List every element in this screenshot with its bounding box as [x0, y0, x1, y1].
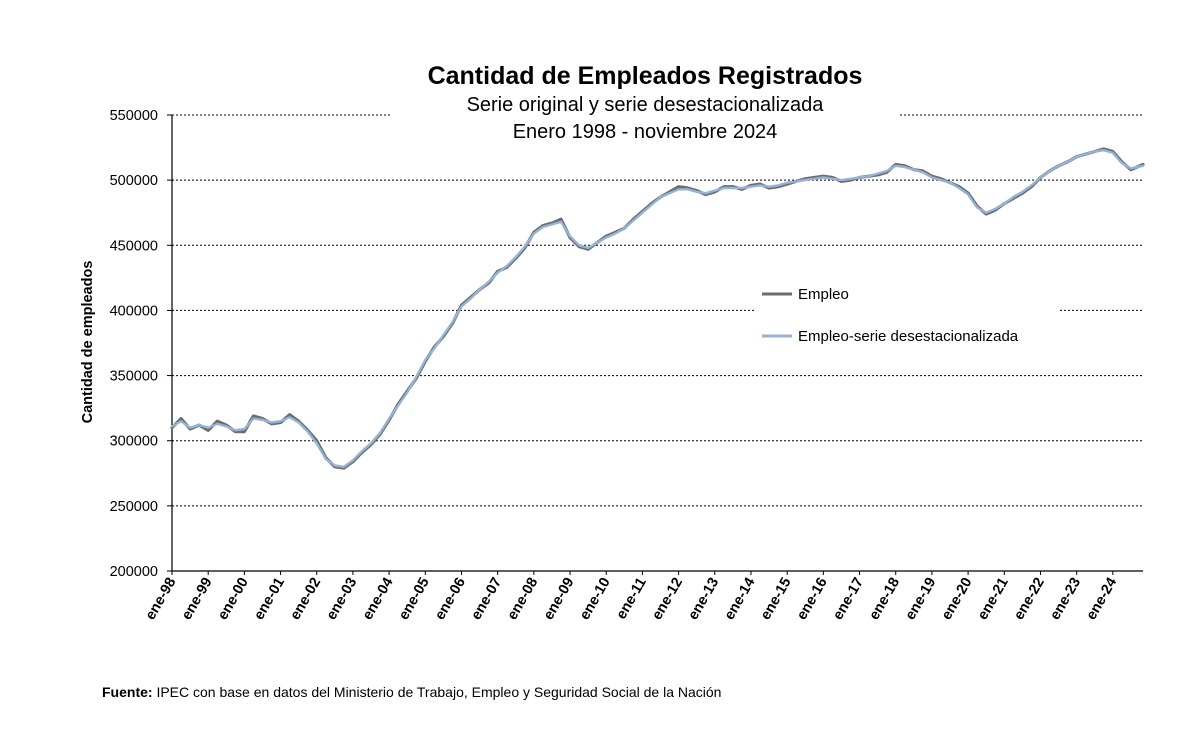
y-tick-label: 400000: [110, 303, 158, 319]
x-tick-label: ene-20: [939, 575, 976, 623]
source-note: Fuente: IPEC con base en datos del Minis…: [102, 684, 721, 700]
x-tick-label: ene-03: [324, 575, 361, 623]
x-tick-label: ene-14: [722, 575, 759, 623]
x-tick-label: ene-08: [504, 575, 541, 623]
x-tick-label: ene-01: [251, 575, 288, 623]
x-tick-label: ene-18: [866, 575, 903, 623]
x-tick-label: ene-04: [360, 575, 397, 623]
x-tick-label: ene-99: [179, 575, 216, 623]
title-block: Cantidad de Empleados Registrados Serie …: [392, 58, 898, 150]
legend-label-empleo: Empleo: [798, 286, 849, 303]
x-tick-label: ene-22: [1011, 575, 1048, 623]
x-tick-label: ene-17: [830, 575, 867, 623]
x-tick-label: ene-10: [577, 575, 614, 623]
x-tick-label: ene-13: [685, 575, 722, 623]
source-text: IPEC con base en datos del Ministerio de…: [156, 684, 722, 700]
y-tick-label: 550000: [110, 108, 158, 124]
axes: 200000 250000 300000 350000 400000 450000 5000…: [110, 108, 1143, 623]
x-tick-label: ene-98: [143, 575, 180, 623]
chart-subtitle-1: Serie original y serie desestacionalizad…: [467, 94, 825, 116]
legend-background: [756, 276, 1058, 354]
x-tick-label: ene-19: [903, 575, 940, 623]
x-tick-label: ene-24: [1083, 575, 1120, 623]
x-tick-label: ene-02: [287, 575, 324, 623]
y-tick-label: 450000: [110, 238, 158, 254]
x-tick-label: ene-07: [468, 575, 505, 623]
y-tick-label: 500000: [110, 173, 158, 189]
source-label: Fuente:: [102, 684, 153, 700]
x-tick-label: ene-11: [613, 575, 649, 622]
x-tick-label: ene-16: [794, 575, 831, 623]
x-tick-label: ene-06: [432, 575, 469, 623]
chart-subtitle-2: Enero 1998 - noviembre 2024: [513, 121, 778, 143]
y-tick-label: 300000: [110, 434, 158, 450]
y-axis-label: Cantidad de empleados: [80, 261, 96, 424]
x-tick-label: ene-09: [541, 575, 578, 623]
x-tick-label: ene-15: [758, 575, 795, 623]
x-tick-label: ene-12: [649, 575, 686, 623]
y-tick-label: 200000: [110, 564, 158, 580]
y-tick-label: 350000: [110, 369, 158, 385]
chart-title: Cantidad de Empleados Registrados: [428, 62, 863, 90]
x-tick-label: ene-05: [396, 575, 433, 623]
x-tick-label: ene-23: [1047, 575, 1084, 623]
series-lines: [170, 147, 1145, 470]
title-background: [392, 58, 898, 150]
grid: [172, 114, 1143, 507]
x-tick-label: ene-00: [215, 575, 252, 623]
y-tick-label: 250000: [110, 499, 158, 515]
legend-label-desestacionalizada: Empleo-serie desestacionalizada: [798, 328, 1019, 345]
x-tick-label: ene-21: [975, 575, 1012, 623]
series-line-desestacionalizada: [170, 149, 1145, 468]
legend: Empleo Empleo-serie desestacionalizada: [756, 276, 1058, 354]
